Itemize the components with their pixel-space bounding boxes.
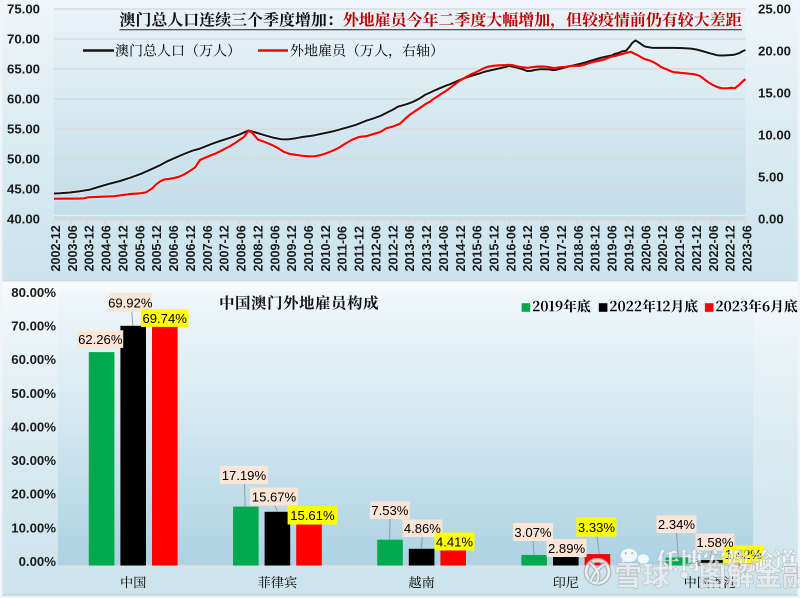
svg-text:2005-12: 2005-12 [150,225,164,271]
svg-text:55.00: 55.00 [7,122,40,137]
svg-text:2007-12: 2007-12 [218,225,232,271]
svg-text:2019-12: 2019-12 [622,225,636,271]
svg-text:2017-06: 2017-06 [538,225,552,271]
svg-text:2002-12: 2002-12 [49,225,63,271]
svg-text:2015-06: 2015-06 [471,225,485,271]
svg-text:2022-06: 2022-06 [707,225,721,271]
svg-text:2004-06: 2004-06 [100,225,114,271]
svg-text:3.33%: 3.33% [578,520,615,535]
svg-text:65.00: 65.00 [7,62,40,77]
svg-text:45.00: 45.00 [7,182,40,197]
svg-text:2003-06: 2003-06 [66,225,80,271]
svg-text:2021-06: 2021-06 [673,225,687,271]
svg-text:2005-06: 2005-06 [133,225,147,271]
svg-text:15.67%: 15.67% [252,489,297,504]
svg-text:2015-12: 2015-12 [488,225,502,271]
svg-text:2023-06: 2023-06 [741,225,755,271]
svg-text:20.00%: 20.00% [11,487,56,502]
svg-text:30.00%: 30.00% [11,453,56,468]
svg-text:70.00%: 70.00% [11,318,56,333]
svg-text:2020-06: 2020-06 [639,225,653,271]
svg-text:2013-12: 2013-12 [420,225,434,271]
svg-text:60.00%: 60.00% [11,352,56,367]
svg-text:7.53%: 7.53% [371,503,408,518]
svg-text:2.89%: 2.89% [548,541,585,556]
svg-text:2007-06: 2007-06 [201,225,215,271]
svg-text:2013-06: 2013-06 [403,225,417,271]
svg-text:2012-12: 2012-12 [386,225,400,271]
svg-text:69.74%: 69.74% [142,311,187,326]
svg-text:10.00%: 10.00% [11,520,56,535]
svg-text:2011-12: 2011-12 [353,226,367,272]
svg-text:80.00%: 80.00% [11,285,56,300]
svg-text:62.26%: 62.26% [78,332,123,347]
svg-text:2014-06: 2014-06 [437,225,451,271]
svg-text:3.07%: 3.07% [514,525,551,540]
svg-text:20.00: 20.00 [758,44,791,59]
svg-text:2018-06: 2018-06 [572,225,586,271]
svg-text:4.86%: 4.86% [404,521,441,536]
svg-text:2003-12: 2003-12 [83,225,97,271]
svg-text:40.00%: 40.00% [11,419,56,434]
svg-text:2009-12: 2009-12 [285,225,299,271]
svg-text:2019-06: 2019-06 [606,225,620,271]
svg-text:2016-06: 2016-06 [504,225,518,271]
svg-text:2008-12: 2008-12 [251,225,265,271]
svg-text:15.00: 15.00 [758,86,791,101]
svg-text:5.00: 5.00 [758,170,784,185]
svg-text:25.00: 25.00 [758,2,791,17]
svg-text:2006-12: 2006-12 [184,225,198,271]
svg-text:2010-12: 2010-12 [319,225,333,271]
svg-text:2.34%: 2.34% [658,517,695,532]
svg-text:2014-12: 2014-12 [454,225,468,271]
svg-text:2022-12: 2022-12 [724,225,738,271]
svg-text:50.00%: 50.00% [11,386,56,401]
svg-text:2020-12: 2020-12 [656,225,670,271]
svg-text:0.00%: 0.00% [19,554,57,569]
svg-text:2004-12: 2004-12 [117,225,131,271]
svg-text:2021-12: 2021-12 [690,225,704,271]
svg-text:2010-06: 2010-06 [302,225,316,271]
svg-text:2006-06: 2006-06 [167,225,181,271]
svg-text:17.19%: 17.19% [222,468,267,483]
svg-text:2008-06: 2008-06 [235,225,249,271]
svg-text:2018-12: 2018-12 [589,225,603,271]
svg-text:2012-06: 2012-06 [370,225,384,271]
svg-text:70.00: 70.00 [7,32,40,47]
svg-text:69.92%: 69.92% [108,295,153,310]
svg-text:40.00: 40.00 [7,212,40,227]
svg-text:0.00: 0.00 [758,212,784,227]
svg-text:50.00: 50.00 [7,152,40,167]
svg-text:10.00: 10.00 [758,128,791,143]
svg-text:2017-12: 2017-12 [555,225,569,271]
svg-text:2016-12: 2016-12 [521,225,535,271]
svg-text:1.58%: 1.58% [696,535,733,550]
svg-text:2011-06: 2011-06 [336,226,350,272]
svg-text:2009-06: 2009-06 [268,225,282,271]
svg-text:15.61%: 15.61% [290,508,335,523]
svg-text:4.41%: 4.41% [436,534,473,549]
svg-text:75.00: 75.00 [7,2,40,17]
svg-text:60.00: 60.00 [7,92,40,107]
